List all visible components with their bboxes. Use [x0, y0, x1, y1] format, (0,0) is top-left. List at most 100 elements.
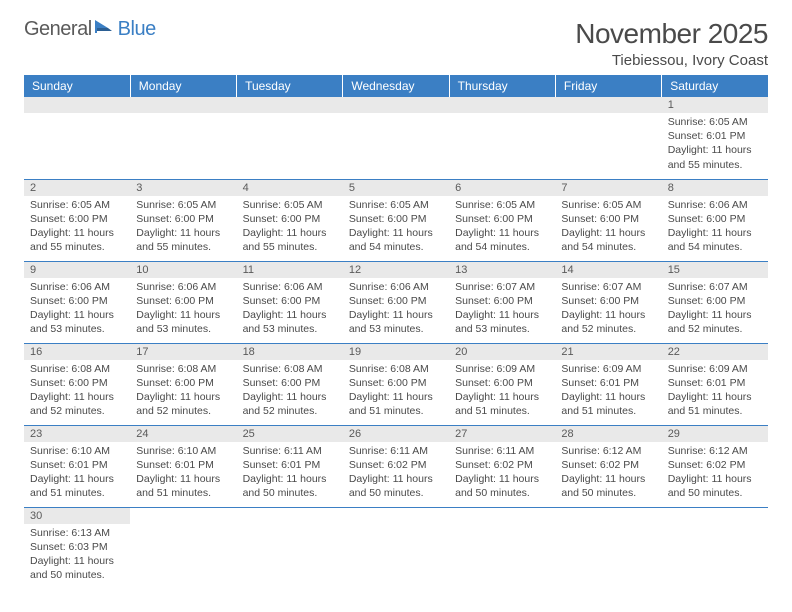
logo: General Blue — [24, 18, 156, 41]
weekday-header: Monday — [130, 75, 236, 97]
calendar-cell: 21Sunrise: 6:09 AMSunset: 6:01 PMDayligh… — [555, 343, 661, 425]
day-content: Sunrise: 6:10 AMSunset: 6:01 PMDaylight:… — [24, 442, 130, 505]
day-number-bar — [24, 97, 130, 113]
day-content: Sunrise: 6:06 AMSunset: 6:00 PMDaylight:… — [662, 196, 768, 259]
day-content: Sunrise: 6:12 AMSunset: 6:02 PMDaylight:… — [555, 442, 661, 505]
day-content: Sunrise: 6:06 AMSunset: 6:00 PMDaylight:… — [343, 278, 449, 341]
day-content: Sunrise: 6:08 AMSunset: 6:00 PMDaylight:… — [130, 360, 236, 423]
day-number: 24 — [130, 426, 236, 442]
flag-icon — [94, 18, 116, 41]
day-content: Sunrise: 6:07 AMSunset: 6:00 PMDaylight:… — [449, 278, 555, 341]
day-number: 19 — [343, 344, 449, 360]
day-content: Sunrise: 6:05 AMSunset: 6:01 PMDaylight:… — [662, 113, 768, 176]
day-content: Sunrise: 6:08 AMSunset: 6:00 PMDaylight:… — [24, 360, 130, 423]
day-content: Sunrise: 6:05 AMSunset: 6:00 PMDaylight:… — [24, 196, 130, 259]
calendar-cell: 19Sunrise: 6:08 AMSunset: 6:00 PMDayligh… — [343, 343, 449, 425]
day-content: Sunrise: 6:07 AMSunset: 6:00 PMDaylight:… — [555, 278, 661, 341]
day-content: Sunrise: 6:11 AMSunset: 6:01 PMDaylight:… — [237, 442, 343, 505]
day-number: 7 — [555, 180, 661, 196]
calendar-cell: 12Sunrise: 6:06 AMSunset: 6:00 PMDayligh… — [343, 261, 449, 343]
day-number: 17 — [130, 344, 236, 360]
day-number: 21 — [555, 344, 661, 360]
day-content: Sunrise: 6:13 AMSunset: 6:03 PMDaylight:… — [24, 524, 130, 587]
calendar-cell: 5Sunrise: 6:05 AMSunset: 6:00 PMDaylight… — [343, 179, 449, 261]
calendar-cell: 3Sunrise: 6:05 AMSunset: 6:00 PMDaylight… — [130, 179, 236, 261]
day-content: Sunrise: 6:05 AMSunset: 6:00 PMDaylight:… — [449, 196, 555, 259]
weekday-header: Friday — [555, 75, 661, 97]
calendar-cell: 30Sunrise: 6:13 AMSunset: 6:03 PMDayligh… — [24, 507, 130, 589]
day-content: Sunrise: 6:11 AMSunset: 6:02 PMDaylight:… — [343, 442, 449, 505]
day-content: Sunrise: 6:05 AMSunset: 6:00 PMDaylight:… — [237, 196, 343, 259]
month-title: November 2025 — [575, 18, 768, 50]
calendar-cell: 1Sunrise: 6:05 AMSunset: 6:01 PMDaylight… — [662, 97, 768, 179]
weekday-header: Tuesday — [237, 75, 343, 97]
calendar-cell: 23Sunrise: 6:10 AMSunset: 6:01 PMDayligh… — [24, 425, 130, 507]
calendar-cell: 2Sunrise: 6:05 AMSunset: 6:00 PMDaylight… — [24, 179, 130, 261]
day-content: Sunrise: 6:05 AMSunset: 6:00 PMDaylight:… — [555, 196, 661, 259]
day-number: 3 — [130, 180, 236, 196]
day-number: 27 — [449, 426, 555, 442]
location: Tiebiessou, Ivory Coast — [575, 52, 768, 69]
weekday-header: Sunday — [24, 75, 130, 97]
calendar-cell: 18Sunrise: 6:08 AMSunset: 6:00 PMDayligh… — [237, 343, 343, 425]
calendar-row: 30Sunrise: 6:13 AMSunset: 6:03 PMDayligh… — [24, 507, 768, 589]
day-content: Sunrise: 6:09 AMSunset: 6:01 PMDaylight:… — [662, 360, 768, 423]
day-number: 1 — [662, 97, 768, 113]
day-number: 15 — [662, 262, 768, 278]
calendar-cell: 27Sunrise: 6:11 AMSunset: 6:02 PMDayligh… — [449, 425, 555, 507]
day-number: 12 — [343, 262, 449, 278]
day-content: Sunrise: 6:05 AMSunset: 6:00 PMDaylight:… — [130, 196, 236, 259]
day-content: Sunrise: 6:08 AMSunset: 6:00 PMDaylight:… — [343, 360, 449, 423]
calendar-row: 1Sunrise: 6:05 AMSunset: 6:01 PMDaylight… — [24, 97, 768, 179]
calendar-row: 23Sunrise: 6:10 AMSunset: 6:01 PMDayligh… — [24, 425, 768, 507]
day-number: 13 — [449, 262, 555, 278]
day-number: 2 — [24, 180, 130, 196]
day-number: 16 — [24, 344, 130, 360]
calendar-cell — [237, 97, 343, 179]
weekday-header: Thursday — [449, 75, 555, 97]
calendar-cell: 26Sunrise: 6:11 AMSunset: 6:02 PMDayligh… — [343, 425, 449, 507]
day-content: Sunrise: 6:10 AMSunset: 6:01 PMDaylight:… — [130, 442, 236, 505]
day-number: 25 — [237, 426, 343, 442]
title-block: November 2025 Tiebiessou, Ivory Coast — [575, 18, 768, 69]
day-number: 23 — [24, 426, 130, 442]
calendar-cell: 8Sunrise: 6:06 AMSunset: 6:00 PMDaylight… — [662, 179, 768, 261]
day-number-bar — [449, 97, 555, 113]
day-number: 8 — [662, 180, 768, 196]
calendar-cell — [555, 507, 661, 589]
day-content: Sunrise: 6:05 AMSunset: 6:00 PMDaylight:… — [343, 196, 449, 259]
calendar-cell — [449, 507, 555, 589]
calendar-cell: 24Sunrise: 6:10 AMSunset: 6:01 PMDayligh… — [130, 425, 236, 507]
calendar-cell — [343, 507, 449, 589]
day-number: 10 — [130, 262, 236, 278]
day-content: Sunrise: 6:07 AMSunset: 6:00 PMDaylight:… — [662, 278, 768, 341]
day-content: Sunrise: 6:06 AMSunset: 6:00 PMDaylight:… — [237, 278, 343, 341]
calendar-row: 16Sunrise: 6:08 AMSunset: 6:00 PMDayligh… — [24, 343, 768, 425]
day-number-bar — [555, 97, 661, 113]
day-number: 18 — [237, 344, 343, 360]
calendar-cell: 13Sunrise: 6:07 AMSunset: 6:00 PMDayligh… — [449, 261, 555, 343]
calendar-cell: 7Sunrise: 6:05 AMSunset: 6:00 PMDaylight… — [555, 179, 661, 261]
day-content: Sunrise: 6:09 AMSunset: 6:00 PMDaylight:… — [449, 360, 555, 423]
day-content: Sunrise: 6:08 AMSunset: 6:00 PMDaylight:… — [237, 360, 343, 423]
day-number: 30 — [24, 508, 130, 524]
day-number: 28 — [555, 426, 661, 442]
day-content: Sunrise: 6:06 AMSunset: 6:00 PMDaylight:… — [24, 278, 130, 341]
page: General Blue November 2025 Tiebiessou, I… — [0, 0, 792, 589]
calendar-row: 9Sunrise: 6:06 AMSunset: 6:00 PMDaylight… — [24, 261, 768, 343]
day-number: 20 — [449, 344, 555, 360]
calendar-cell — [449, 97, 555, 179]
calendar-body: 1Sunrise: 6:05 AMSunset: 6:01 PMDaylight… — [24, 97, 768, 589]
calendar-cell: 10Sunrise: 6:06 AMSunset: 6:00 PMDayligh… — [130, 261, 236, 343]
day-number: 5 — [343, 180, 449, 196]
calendar-cell: 17Sunrise: 6:08 AMSunset: 6:00 PMDayligh… — [130, 343, 236, 425]
calendar-cell: 25Sunrise: 6:11 AMSunset: 6:01 PMDayligh… — [237, 425, 343, 507]
day-number: 4 — [237, 180, 343, 196]
day-number: 9 — [24, 262, 130, 278]
day-content: Sunrise: 6:11 AMSunset: 6:02 PMDaylight:… — [449, 442, 555, 505]
calendar-cell: 15Sunrise: 6:07 AMSunset: 6:00 PMDayligh… — [662, 261, 768, 343]
calendar-cell — [343, 97, 449, 179]
logo-text-blue: Blue — [118, 18, 156, 41]
calendar-cell: 11Sunrise: 6:06 AMSunset: 6:00 PMDayligh… — [237, 261, 343, 343]
calendar-table: Sunday Monday Tuesday Wednesday Thursday… — [24, 75, 768, 589]
